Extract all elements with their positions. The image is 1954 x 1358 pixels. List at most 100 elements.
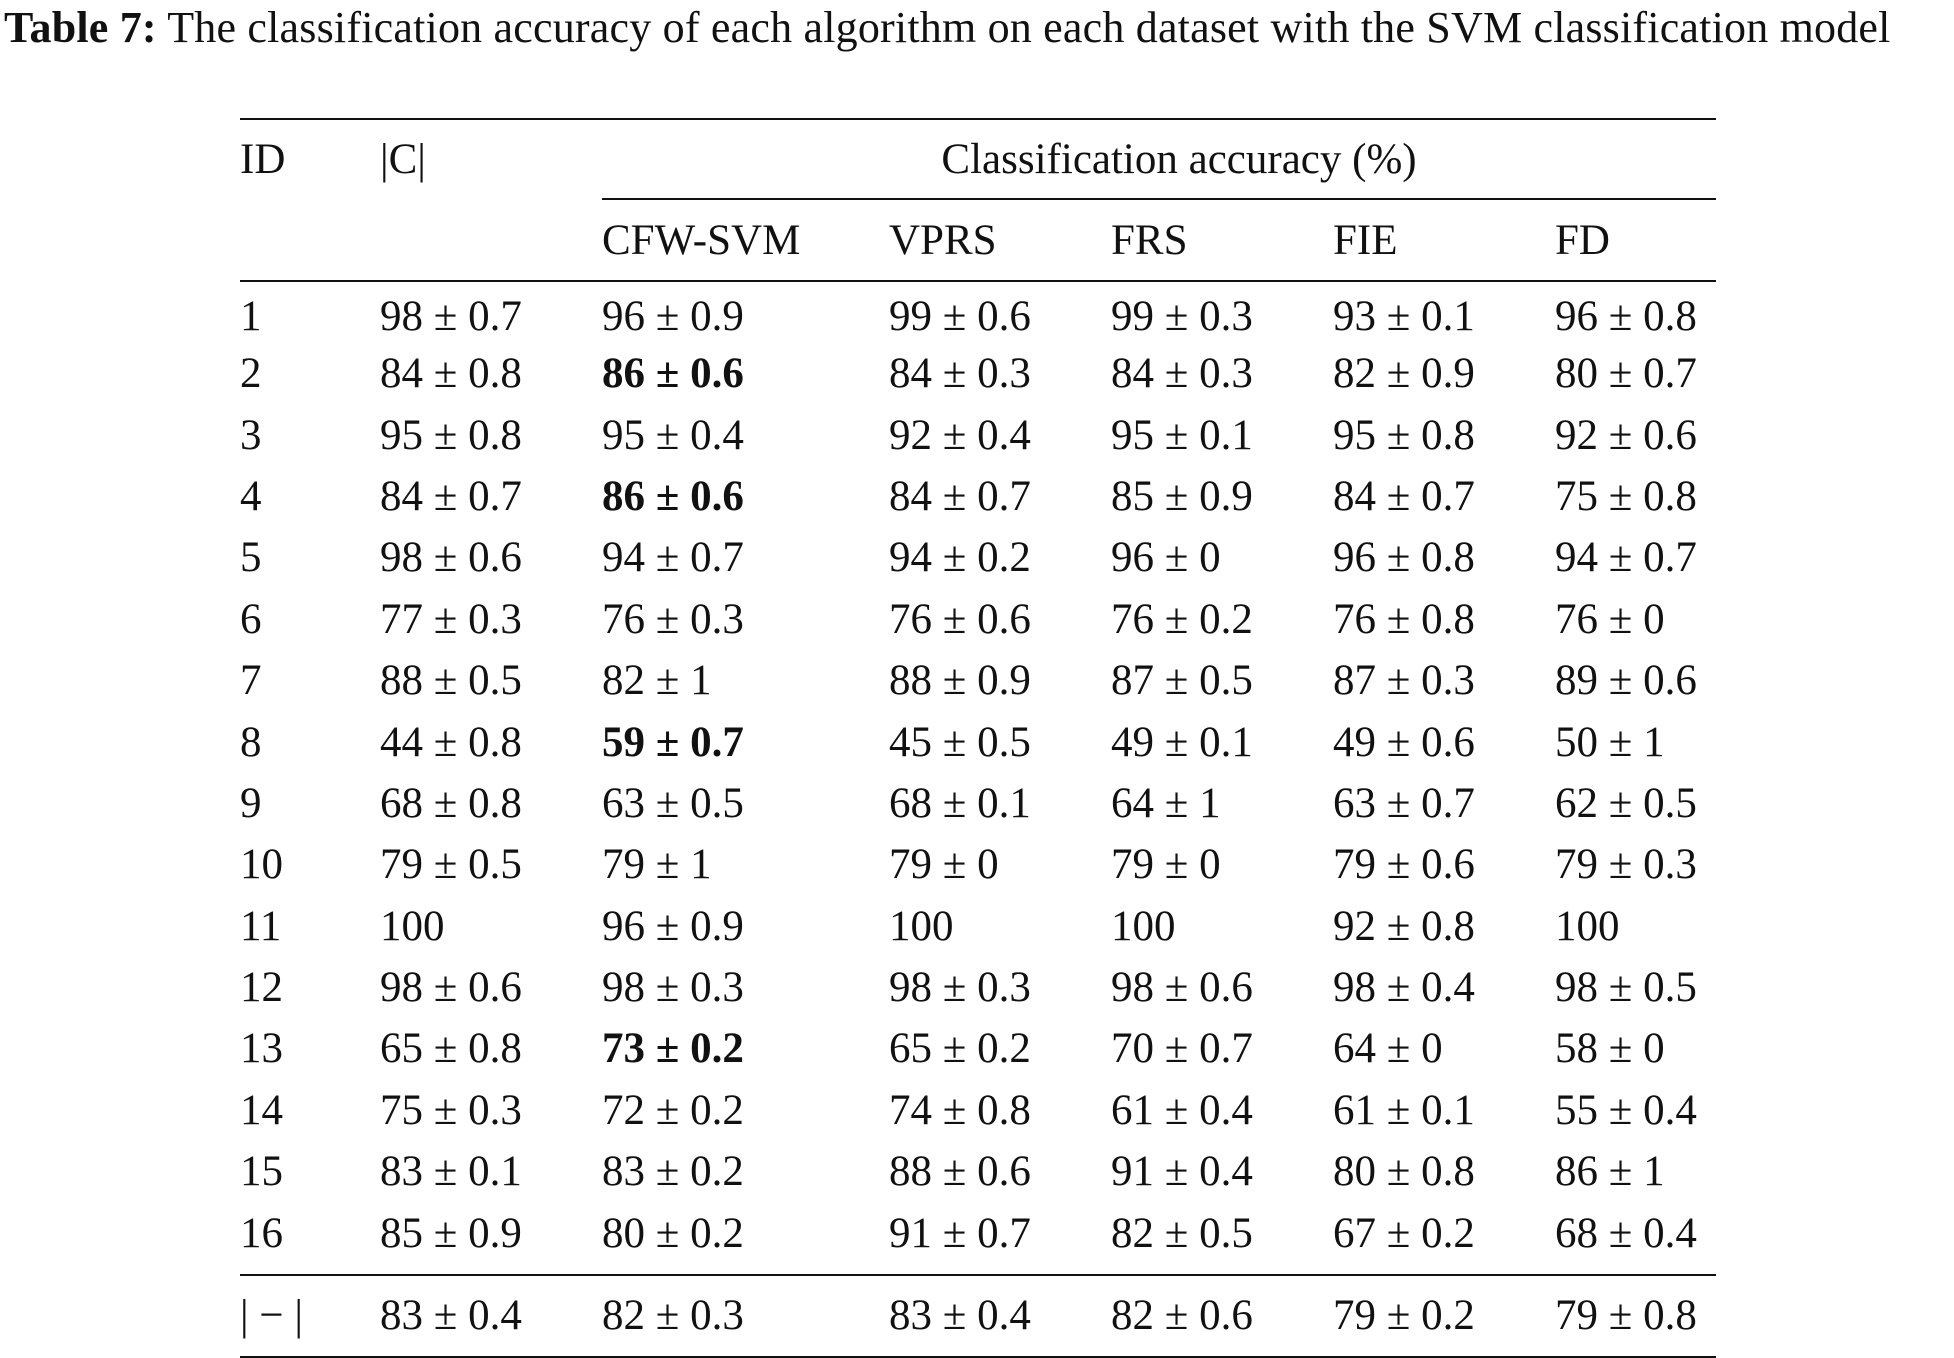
table-row: 16 85 ± 0.9 80 ± 0.2 91 ± 0.7 82 ± 0.5 67 ± 0… <box>240 1202 1716 1274</box>
accuracy-cell: 50 ± 1 <box>1555 718 1665 766</box>
row-id-cell: 13 <box>240 1025 283 1073</box>
row-id-cell: 2 <box>240 350 262 398</box>
accuracy-cell: 95 ± 0.1 <box>1111 411 1253 459</box>
accuracy-cell: 98 ± 0.6 <box>380 534 522 582</box>
accuracy-cell: 74 ± 0.8 <box>889 1086 1031 1134</box>
accuracy-cell: 80 ± 0.8 <box>1333 1148 1475 1196</box>
accuracy-cell: 75 ± 0.8 <box>1555 472 1697 520</box>
accuracy-cell: 64 ± 1 <box>1111 779 1221 827</box>
header-row-top: ID |C| Classification accuracy (%) <box>240 118 1717 200</box>
accuracy-cell: 59 ± 0.7 <box>602 718 744 766</box>
header-empty-c <box>380 199 602 282</box>
row-id-cell: 7 <box>240 657 262 705</box>
accuracy-cell: 92 ± 0.6 <box>1555 411 1697 459</box>
summary-row: | − | 83 ± 0.4 82 ± 0.3 83 ± 0.4 82 ± 0.… <box>240 1273 1717 1358</box>
accuracy-cell: 94 ± 0.7 <box>1555 534 1697 582</box>
summary-cell: 79 ± 0.8 <box>1555 1273 1717 1358</box>
table-row: 1 98 ± 0.7 96 ± 0.9 99 ± 0.6 99 ± 0.3 93 ± 0.… <box>240 281 1716 343</box>
row-id-cell: 11 <box>240 902 282 950</box>
accuracy-cell: 79 ± 0 <box>1111 841 1221 889</box>
accuracy-cell: 84 ± 0.7 <box>889 472 1031 520</box>
accuracy-cell: 76 ± 0 <box>1555 595 1665 643</box>
summary-cell: 82 ± 0.6 <box>1111 1273 1333 1358</box>
accuracy-cell: 93 ± 0.1 <box>1333 293 1475 340</box>
accuracy-cell: 76 ± 0.6 <box>889 595 1031 643</box>
accuracy-cell: 84 ± 0.3 <box>1111 350 1253 398</box>
accuracy-cell: 82 ± 0.9 <box>1333 350 1475 398</box>
table-row: 3 95 ± 0.8 95 ± 0.4 92 ± 0.4 95 ± 0.1 95 ± 0.… <box>240 404 1716 465</box>
summary-label: | − | <box>240 1273 380 1358</box>
accuracy-cell: 62 ± 0.5 <box>1555 779 1697 827</box>
accuracy-cell: 85 ± 0.9 <box>1111 472 1253 520</box>
accuracy-cell: 72 ± 0.2 <box>602 1086 744 1134</box>
accuracy-cell: 44 ± 0.8 <box>380 718 522 766</box>
accuracy-cell: 68 ± 0.1 <box>889 779 1031 827</box>
accuracy-cell: 96 ± 0.9 <box>602 902 744 950</box>
summary-cell: 82 ± 0.3 <box>602 1273 889 1358</box>
accuracy-cell: 84 ± 0.7 <box>1333 472 1475 520</box>
accuracy-cell: 79 ± 0.3 <box>1555 841 1697 889</box>
accuracy-cell: 87 ± 0.5 <box>1111 657 1253 705</box>
row-id-cell: 1 <box>240 293 262 340</box>
accuracy-cell: 65 ± 0.2 <box>889 1025 1031 1073</box>
header-empty-id <box>240 199 380 282</box>
accuracy-cell: 91 ± 0.7 <box>889 1209 1031 1257</box>
accuracy-cell: 80 ± 0.2 <box>602 1209 744 1257</box>
accuracy-cell: 64 ± 0 <box>1333 1025 1443 1073</box>
table-row: 11 100 96 ± 0.9 100 100 92 ± 0.8 100 <box>240 896 1716 957</box>
accuracy-cell: 92 ± 0.4 <box>889 411 1031 459</box>
row-id-cell: 10 <box>240 841 283 889</box>
row-id-cell: 8 <box>240 718 262 766</box>
table-row: 4 84 ± 0.7 86 ± 0.6 84 ± 0.7 85 ± 0.9 84 ± 0.… <box>240 466 1716 527</box>
accuracy-cell: 100 <box>380 902 445 950</box>
header-c: |C| <box>380 118 602 199</box>
accuracy-cell: 79 ± 0.5 <box>380 841 522 889</box>
accuracy-cell: 98 ± 0.6 <box>1111 964 1253 1012</box>
accuracy-cell: 83 ± 0.2 <box>602 1148 744 1196</box>
table-row: 10 79 ± 0.5 79 ± 1 79 ± 0 79 ± 0 79 ± 0.6 79 ±… <box>240 834 1716 895</box>
accuracy-cell: 96 ± 0 <box>1111 534 1221 582</box>
accuracy-cell: 79 ± 0 <box>889 841 999 889</box>
accuracy-cell: 84 ± 0.7 <box>380 472 522 520</box>
accuracy-cell: 67 ± 0.2 <box>1333 1209 1475 1257</box>
accuracy-cell: 95 ± 0.4 <box>602 411 744 459</box>
accuracy-cell: 100 <box>1111 902 1176 950</box>
accuracy-cell: 75 ± 0.3 <box>380 1086 522 1134</box>
accuracy-cell: 84 ± 0.8 <box>380 350 522 398</box>
accuracy-cell: 88 ± 0.6 <box>889 1148 1031 1196</box>
row-id-cell: 4 <box>240 472 262 520</box>
table-row: 13 65 ± 0.8 73 ± 0.2 65 ± 0.2 70 ± 0.7 64 ± 0… <box>240 1018 1716 1079</box>
header-method: FD <box>1555 199 1717 282</box>
accuracy-cell: 79 ± 1 <box>602 841 712 889</box>
accuracy-cell: 86 ± 1 <box>1555 1148 1665 1196</box>
accuracy-cell: 96 ± 0.9 <box>602 293 744 340</box>
accuracy-cell: 61 ± 0.1 <box>1333 1086 1475 1134</box>
table-row: 7 88 ± 0.5 82 ± 1 88 ± 0.9 87 ± 0.5 87 ± 0.3 8… <box>240 650 1716 711</box>
accuracy-cell: 65 ± 0.8 <box>380 1025 522 1073</box>
accuracy-cell: 83 ± 0.1 <box>380 1148 522 1196</box>
caption-text: The classification accuracy of each algo… <box>156 3 1891 52</box>
summary-cell: 83 ± 0.4 <box>380 1273 602 1358</box>
accuracy-cell: 88 ± 0.9 <box>889 657 1031 705</box>
table-row: 5 98 ± 0.6 94 ± 0.7 94 ± 0.2 96 ± 0 96 ± 0.8 9… <box>240 527 1716 588</box>
table-row: 9 68 ± 0.8 63 ± 0.5 68 ± 0.1 64 ± 1 63 ± 0.7 6… <box>240 773 1716 834</box>
table-row: 12 98 ± 0.6 98 ± 0.3 98 ± 0.3 98 ± 0.6 98 ± 0… <box>240 957 1716 1018</box>
accuracy-cell: 45 ± 0.5 <box>889 718 1031 766</box>
accuracy-cell: 99 ± 0.6 <box>889 293 1031 340</box>
summary-cell: 83 ± 0.4 <box>889 1273 1111 1358</box>
accuracy-cell: 49 ± 0.1 <box>1111 718 1253 766</box>
accuracy-cell: 63 ± 0.7 <box>1333 779 1475 827</box>
header-method: FRS <box>1111 199 1333 282</box>
accuracy-cell: 98 ± 0.5 <box>1555 964 1697 1012</box>
row-id-cell: 5 <box>240 534 262 582</box>
header-group-accuracy: Classification accuracy (%) <box>602 118 1717 200</box>
accuracy-cell: 94 ± 0.2 <box>889 534 1031 582</box>
accuracy-cell: 92 ± 0.8 <box>1333 902 1475 950</box>
header-method: CFW-SVM <box>602 199 889 282</box>
accuracy-cell: 55 ± 0.4 <box>1555 1086 1697 1134</box>
summary-cell: 79 ± 0.2 <box>1333 1273 1555 1358</box>
caption-label: Table 7: <box>4 3 157 52</box>
header-method: FIE <box>1333 199 1555 282</box>
row-id-cell: 6 <box>240 595 262 643</box>
row-id-cell: 15 <box>240 1148 283 1196</box>
